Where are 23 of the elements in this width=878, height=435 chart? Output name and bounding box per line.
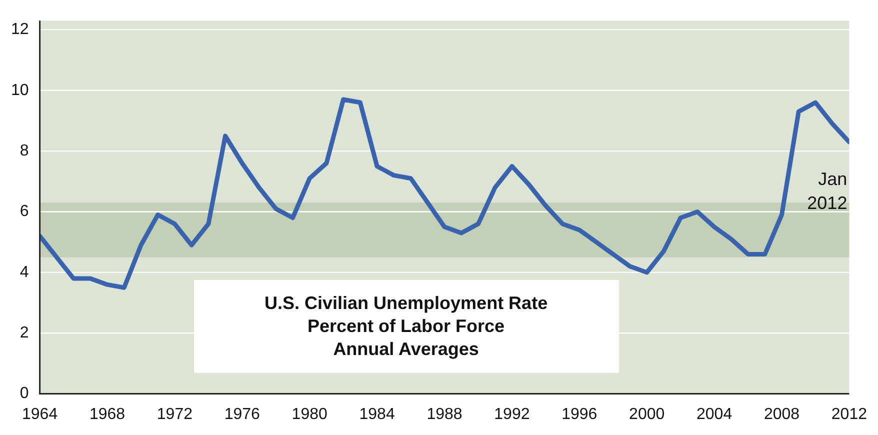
x-tick-label: 1996	[562, 406, 598, 423]
y-tick-label: 0	[20, 385, 29, 402]
y-tick-label: 4	[20, 264, 29, 281]
title-card: U.S. Civilian Unemployment Rate Percent of Labor Force Annual Averages	[194, 280, 619, 374]
x-tick-label: 1984	[359, 406, 395, 423]
y-tick-label: 2	[20, 324, 29, 342]
x-tick-label: 2012	[831, 406, 868, 423]
x-tick-label: 1992	[494, 406, 530, 423]
x-tick-label: 1976	[224, 406, 260, 423]
x-tick-label: 2004	[696, 406, 732, 423]
y-tick-label: 6	[20, 203, 29, 220]
y-tick-label: 8	[20, 142, 29, 160]
y-tick-label: 10	[11, 82, 29, 99]
annotation: Annual Averages	[333, 338, 479, 362]
y-tick-label: 12	[11, 21, 29, 38]
x-tick-label: 1964	[22, 406, 58, 423]
x-tick-label: 1972	[156, 406, 193, 423]
x-tick-label: 1980	[292, 406, 328, 423]
annotation: Jan 2012	[807, 168, 848, 213]
x-tick-label: 2000	[629, 406, 665, 423]
x-tick-label: 2008	[764, 406, 800, 423]
x-tick-label: 1968	[89, 406, 126, 423]
x-tick-label: 1988	[426, 406, 462, 423]
